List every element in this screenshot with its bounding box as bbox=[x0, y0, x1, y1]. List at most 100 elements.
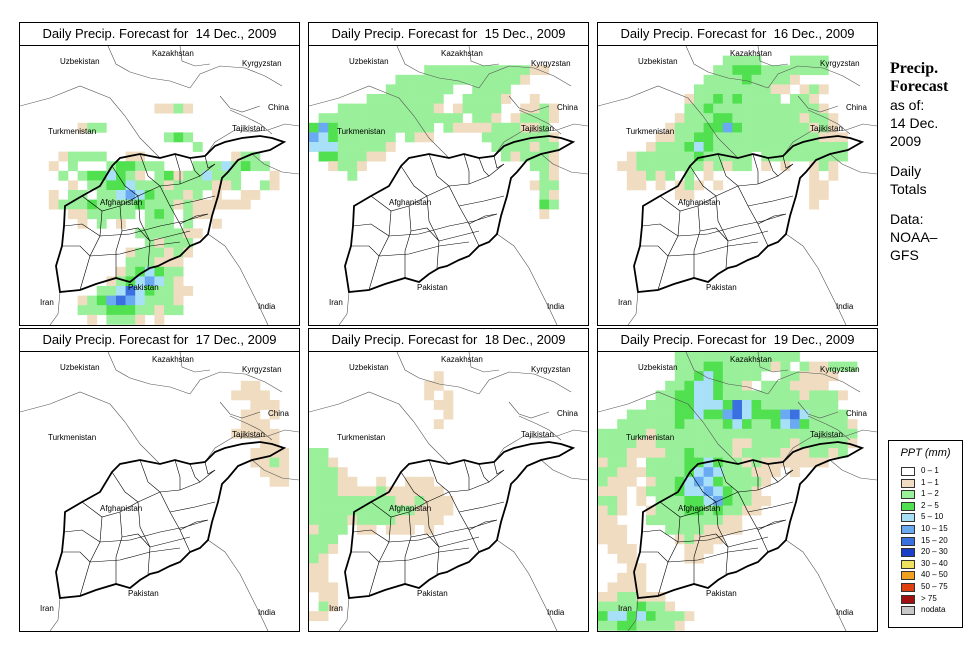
precip-cell bbox=[192, 190, 203, 200]
precip-cell bbox=[260, 180, 270, 191]
precip-cell bbox=[780, 132, 791, 143]
precip-cell bbox=[116, 199, 126, 210]
country-border bbox=[627, 291, 639, 325]
precip-cell bbox=[192, 161, 203, 172]
precip-cell bbox=[183, 209, 194, 220]
precip-cell bbox=[703, 132, 714, 143]
precip-cell bbox=[607, 544, 618, 554]
precip-cell bbox=[694, 380, 704, 391]
country-border bbox=[496, 539, 558, 631]
precip-cell bbox=[713, 524, 724, 535]
precip-cell bbox=[598, 620, 608, 631]
precip-cell bbox=[809, 380, 820, 391]
province-boundary bbox=[767, 463, 779, 483]
precip-cell bbox=[405, 132, 415, 143]
precip-cell bbox=[164, 247, 174, 258]
precip-cell bbox=[96, 170, 107, 181]
precip-cell bbox=[183, 228, 194, 239]
precip-cell bbox=[626, 563, 637, 574]
precip-cell bbox=[231, 199, 242, 210]
precip-cell bbox=[318, 448, 329, 458]
precip-cell bbox=[433, 113, 444, 124]
country-label-iran: Iran bbox=[618, 604, 632, 613]
precip-cell bbox=[838, 142, 848, 152]
precip-cell bbox=[684, 534, 695, 545]
precip-cell bbox=[713, 84, 724, 95]
country-label-uzbekistan: Uzbekistan bbox=[60, 57, 100, 66]
precip-cell bbox=[366, 122, 377, 133]
precip-cell bbox=[818, 380, 829, 391]
precip-cell bbox=[799, 438, 810, 449]
precip-cell bbox=[780, 65, 791, 76]
precip-cell bbox=[183, 286, 194, 296]
precip-cell bbox=[770, 103, 781, 114]
precip-cell bbox=[240, 390, 251, 401]
precip-cell bbox=[626, 601, 637, 612]
precip-cell bbox=[520, 151, 531, 162]
precip-cell bbox=[809, 371, 820, 382]
precip-cell bbox=[674, 180, 685, 191]
precip-cell bbox=[674, 400, 685, 410]
precip-cell bbox=[183, 132, 194, 143]
precip-cell bbox=[231, 170, 242, 181]
precip-cell bbox=[424, 132, 435, 143]
province-boundary bbox=[404, 205, 412, 278]
precip-cell bbox=[665, 170, 676, 181]
precip-cell bbox=[510, 142, 521, 152]
precip-cell bbox=[674, 486, 685, 497]
precip-cell bbox=[761, 409, 772, 420]
province-boundary bbox=[159, 185, 191, 247]
precip-cell bbox=[337, 467, 348, 478]
precip-cell bbox=[68, 209, 78, 220]
precip-cell bbox=[684, 553, 695, 564]
precip-cell bbox=[684, 505, 695, 516]
precip-cell bbox=[309, 467, 319, 478]
precip-cell bbox=[357, 151, 367, 162]
province-boundary bbox=[404, 511, 412, 584]
precip-cell bbox=[684, 400, 695, 410]
precip-cell bbox=[655, 486, 666, 497]
province-boundary bbox=[737, 491, 769, 553]
precip-cell bbox=[154, 314, 165, 325]
precip-cell bbox=[703, 467, 714, 478]
precip-cell bbox=[607, 438, 618, 449]
precip-cell bbox=[125, 170, 136, 181]
precip-cell bbox=[780, 142, 791, 152]
precip-cell bbox=[694, 457, 704, 468]
country-border bbox=[204, 123, 299, 157]
precip-cell bbox=[674, 380, 685, 391]
precip-cell bbox=[626, 611, 637, 622]
precip-cell bbox=[617, 620, 628, 631]
precip-cell bbox=[87, 295, 98, 306]
precip-cell bbox=[694, 180, 704, 191]
province-boundary bbox=[657, 210, 681, 291]
precip-cell bbox=[318, 457, 329, 468]
precip-cell bbox=[684, 180, 695, 191]
precip-cell bbox=[433, 400, 444, 410]
precip-cell bbox=[732, 151, 743, 162]
precip-cell bbox=[713, 419, 724, 430]
precip-cell bbox=[742, 122, 752, 133]
precip-cell bbox=[732, 428, 743, 439]
province-boundary bbox=[368, 210, 392, 291]
precip-cell bbox=[684, 457, 695, 468]
precip-cell bbox=[549, 161, 559, 172]
precip-cell bbox=[481, 132, 492, 143]
precip-cell bbox=[761, 438, 772, 449]
precip-cell bbox=[328, 582, 339, 593]
precip-cell bbox=[646, 515, 656, 526]
panel-title: Daily Precip. Forecast for 18 Dec., 2009 bbox=[309, 329, 588, 352]
precip-cell bbox=[173, 190, 184, 200]
legend-item: 40 – 50 bbox=[901, 570, 961, 581]
country-border bbox=[468, 352, 500, 373]
precip-cell bbox=[607, 457, 618, 468]
country-border bbox=[219, 95, 261, 113]
precip-cell bbox=[443, 122, 454, 133]
precip-cell bbox=[481, 74, 492, 85]
precip-cell bbox=[250, 428, 261, 439]
precip-cell bbox=[838, 361, 848, 372]
precip-cell bbox=[655, 390, 666, 401]
precip-cell bbox=[260, 390, 270, 401]
afghanistan-outline bbox=[344, 135, 576, 293]
precip-cell bbox=[250, 390, 261, 401]
